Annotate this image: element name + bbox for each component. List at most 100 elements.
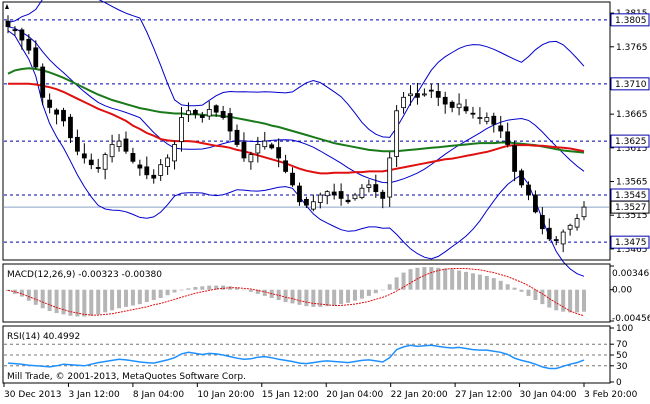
candle-body [68, 116, 73, 139]
macd-bar [505, 284, 510, 290]
candle-body [248, 154, 254, 163]
candle-body [158, 164, 164, 176]
macd-axis: 0.00346 0.00 -0.00456 [610, 265, 650, 324]
macd-bar [325, 289, 330, 307]
macd-tick-label: 0.00 [612, 286, 632, 296]
macd-bar [68, 289, 73, 316]
macd-panel-frame [2, 263, 611, 323]
candle-body [88, 159, 94, 166]
candle-body [359, 187, 365, 198]
macd-bar [561, 289, 566, 312]
macd-bar [158, 289, 163, 298]
candle-body [206, 109, 212, 117]
macd-bar [540, 289, 545, 305]
macd-bar [387, 284, 392, 290]
candle-body [581, 206, 587, 218]
price-panel: 1.38151.37651.36651.36151.35651.35151.34… [2, 0, 650, 277]
rsi-polyline [7, 344, 585, 370]
level-label: 1.3805 [615, 16, 647, 26]
rsi-tick-label: 0 [616, 378, 622, 388]
price-tick-label: 1.3465 [616, 245, 648, 255]
macd-bar [283, 289, 288, 303]
candle-body [345, 199, 351, 203]
macd-bar [117, 289, 122, 309]
macd-bar [450, 269, 455, 290]
candle-body [352, 194, 358, 200]
collapse-arrow-icon[interactable] [5, 4, 9, 9]
price-panel-frame [2, 1, 611, 261]
candle-body [116, 140, 122, 148]
macd-bar [214, 285, 219, 290]
macd-bar [373, 289, 378, 294]
candle-body [373, 184, 379, 193]
candle-body [539, 214, 545, 230]
candle-body [54, 109, 59, 115]
time-tick-label: 3 Jan 12:00 [68, 390, 120, 400]
macd-bar [346, 289, 351, 303]
bollinger-lower [7, 30, 585, 277]
macd-bar [54, 289, 59, 314]
candle-body [380, 191, 386, 199]
macd-bar [179, 289, 184, 291]
time-tick-label: 22 Jan 20:00 [391, 390, 448, 400]
candle-body [408, 93, 413, 97]
rsi-label: RSI(14) 40.4992 [7, 332, 80, 342]
level-label-box [610, 13, 650, 27]
candle-body [317, 194, 323, 203]
macd-bar [255, 289, 260, 294]
candle-body [428, 89, 434, 92]
macd-bar [477, 274, 482, 290]
candle-body [498, 125, 504, 132]
candle-body [533, 194, 538, 213]
level-label: 1.3710 [615, 80, 647, 90]
candle-body [227, 113, 233, 132]
candle-body [310, 201, 316, 210]
candle-body [463, 106, 469, 112]
rsi-tick-label: 100 [616, 324, 633, 334]
candle-body [484, 117, 490, 122]
candle-body [137, 164, 143, 169]
candle-body [241, 141, 247, 159]
price-tick-label: 1.3765 [616, 43, 648, 53]
candle-body [19, 29, 25, 41]
candle-body [366, 184, 372, 188]
candle-body [505, 131, 511, 145]
candle-body [255, 144, 261, 154]
macd-bar [464, 271, 469, 290]
macd-bar [137, 289, 142, 305]
time-tick-label: 15 Jan 12:00 [262, 390, 319, 400]
macd-bar [443, 268, 448, 290]
macd-bar [408, 269, 413, 290]
candle-body [519, 170, 524, 186]
level-label-box [610, 134, 650, 148]
candle-body [546, 227, 552, 240]
macd-bar [172, 289, 177, 293]
macd-bar [436, 267, 441, 290]
candle-body [123, 138, 129, 152]
candle-body [421, 93, 427, 96]
time-tick-label: 3 Feb 20:00 [584, 390, 638, 400]
macd-bar [339, 289, 344, 305]
candle-body [470, 112, 476, 115]
macd-label: MACD(12,26,9) -0.00323 -0.00380 [7, 270, 162, 280]
rsi-line [7, 344, 585, 370]
macd-bar [130, 289, 135, 306]
macd-bar [144, 289, 149, 303]
macd-bar [221, 285, 226, 290]
price-tick-label: 1.3565 [616, 178, 648, 188]
macd-bar [380, 289, 385, 291]
macd-tick-label: 0.00346 [612, 269, 649, 279]
candle-body [283, 160, 288, 172]
candle-body [526, 184, 531, 196]
candle-body [74, 136, 80, 152]
candle-body [338, 191, 344, 199]
macd-bar [186, 288, 191, 290]
candle-body [324, 191, 330, 197]
candle-body [456, 103, 462, 109]
candle-body [199, 114, 205, 118]
bollinger-upper [7, 0, 585, 138]
macd-bar [40, 289, 45, 309]
time-tick-label: 30 Dec 2013 [4, 390, 62, 400]
